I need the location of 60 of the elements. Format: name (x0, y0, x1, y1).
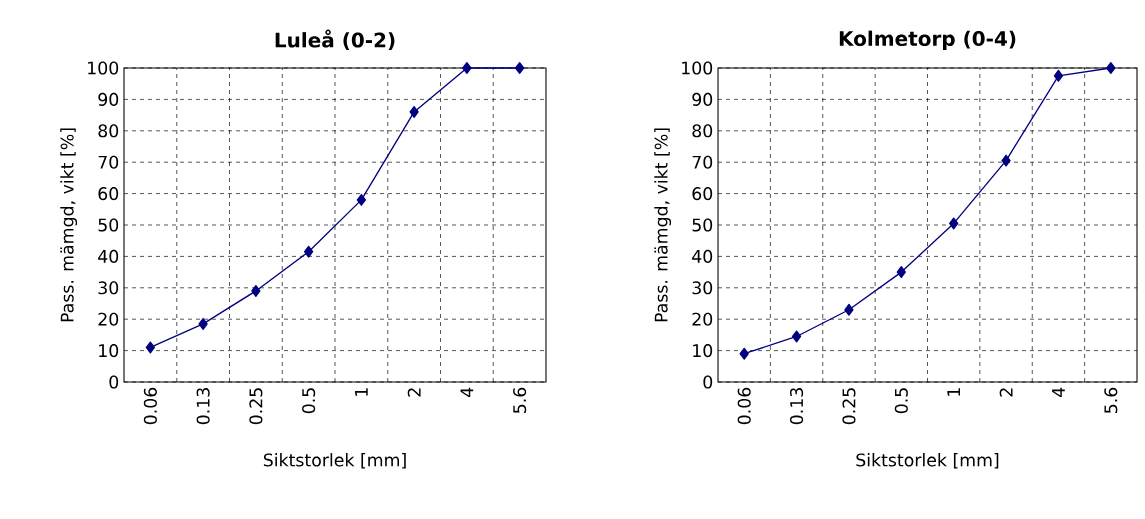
point (514, 62, 525, 75)
point (739, 347, 749, 360)
y-axis-title: Pass. mämgd, vikt [%] (60, 128, 78, 322)
x-tick-label: 0.13 (790, 388, 804, 425)
y-tick-label: 70 (692, 155, 713, 169)
y-tick-label: 10 (99, 344, 119, 358)
y-tick-label: 30 (98, 281, 119, 295)
y-tick-label: 100 (682, 61, 713, 75)
y-tick-label: 100 (88, 61, 119, 75)
y-tick-label: 20 (98, 312, 119, 326)
point (1106, 62, 1116, 75)
x-tick-label: 0.13 (196, 388, 210, 425)
point (949, 217, 959, 230)
x-tick-label: 0.25 (249, 388, 263, 425)
point (145, 341, 156, 354)
point (198, 317, 208, 330)
x-axis-title: Siktstorlek [mm] (263, 453, 406, 469)
y-tick-label: 20 (692, 312, 713, 326)
y-tick-label: 50 (692, 218, 713, 232)
point (1053, 69, 1064, 82)
point (409, 105, 419, 118)
y-tick-label: 60 (98, 187, 119, 201)
point (844, 303, 854, 316)
x-tick-label: 4 (1052, 387, 1065, 397)
point (1001, 154, 1011, 167)
x-tick-label: 0.25 (842, 388, 856, 425)
x-tick-label: 5.6 (1104, 387, 1118, 413)
y-tick-label: 50 (98, 218, 119, 232)
x-tick-label: 0.5 (894, 388, 908, 414)
point (896, 266, 906, 279)
point (251, 284, 261, 297)
y-tick-label: 0 (109, 375, 119, 389)
y-tick-label: 30 (692, 281, 713, 295)
y-tick-label: 10 (693, 344, 713, 358)
x-tick-label: 5.6 (513, 387, 527, 413)
x-tick-label: 0.06 (143, 387, 157, 425)
point (791, 330, 802, 343)
x-tick-label: 1 (355, 388, 368, 396)
y-tick-label: 40 (98, 249, 119, 263)
x-tick-label: 2 (999, 388, 1013, 397)
point (356, 193, 367, 206)
point (303, 245, 314, 258)
x-tick-label: 4 (460, 387, 474, 397)
chart-title: Kolmetorp (0-4) (839, 30, 1016, 50)
y-tick-label: 0 (703, 375, 713, 389)
y-tick-label: 80 (98, 124, 119, 138)
y-tick-label: 60 (692, 187, 713, 201)
y-tick-label: 90 (692, 92, 713, 106)
y-axis-title: Pass. mämgd, vikt [%] (654, 128, 672, 322)
y-tick-label: 80 (692, 124, 713, 138)
chart-title: Luleå (0-2) (275, 29, 395, 50)
x-tick-label: 1 (947, 388, 961, 396)
x-tick-label: 2 (407, 388, 421, 397)
y-tick-label: 40 (692, 249, 713, 263)
x-axis-title: Siktstorlek [mm] (856, 453, 999, 469)
point (462, 62, 472, 75)
y-tick-label: 70 (98, 155, 119, 169)
y-tick-label: 90 (98, 92, 119, 106)
x-tick-label: 0.06 (737, 387, 751, 425)
x-tick-label: 0.5 (302, 388, 316, 414)
